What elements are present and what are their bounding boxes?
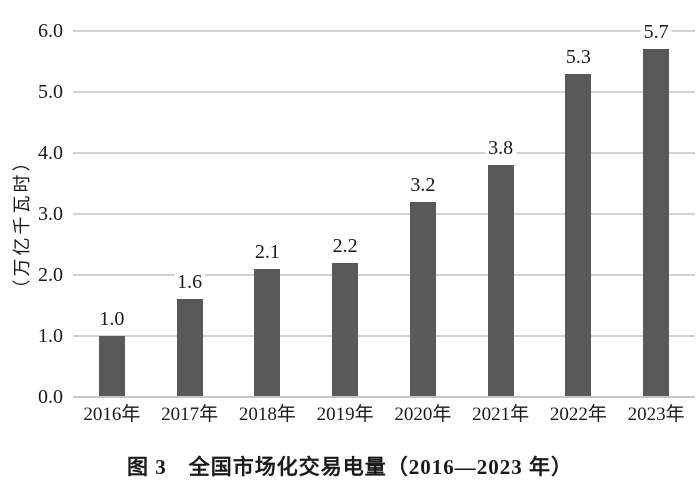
gridline bbox=[73, 274, 695, 276]
bar-2019年 bbox=[332, 262, 359, 397]
y-tick-label: 1.0 bbox=[38, 325, 63, 347]
figure-caption: 图 3 全国市场化交易电量（2016—2023 年） bbox=[127, 455, 573, 479]
gridline bbox=[73, 91, 695, 93]
bar-slot: 3.8 2021年 bbox=[462, 31, 540, 425]
bar-value-label: 5.3 bbox=[562, 45, 594, 68]
bar-value-label: 2.2 bbox=[329, 234, 361, 257]
bar-2018年 bbox=[254, 268, 281, 397]
gridline bbox=[73, 335, 695, 337]
x-tick-label: 2017年 bbox=[161, 404, 219, 425]
y-tick-label: 5.0 bbox=[38, 81, 63, 103]
gridline bbox=[73, 152, 695, 154]
y-tick-label: 6.0 bbox=[38, 20, 63, 42]
bar-slot: 1.0 2016年 bbox=[73, 31, 151, 425]
x-tick-label: 2022年 bbox=[549, 404, 607, 425]
x-tick-label: 2016年 bbox=[83, 404, 141, 425]
plot-area: 1.0 2016年 1.6 2017年 2.1 2018年 2.2 2019年 3.2 2020年… bbox=[73, 21, 695, 425]
x-tick-label: 2018年 bbox=[238, 404, 296, 425]
bar-value-label: 1.0 bbox=[96, 308, 128, 330]
bars-container: 1.0 2016年 1.6 2017年 2.1 2018年 2.2 2019年 3.2 2020年… bbox=[73, 21, 695, 425]
gridline bbox=[73, 213, 695, 215]
bar-slot: 3.2 2020年 bbox=[384, 31, 462, 425]
y-tick-label: 2.0 bbox=[38, 264, 63, 286]
bar-value-label: 1.6 bbox=[174, 271, 206, 294]
x-tick-label: 2021年 bbox=[472, 404, 530, 425]
x-axis-line bbox=[73, 396, 695, 398]
bar-slot: 5.7 2023年 bbox=[617, 21, 695, 425]
bar-slot: 1.6 2017年 bbox=[151, 31, 229, 425]
bar-2020年 bbox=[409, 201, 436, 397]
bar-2023年 bbox=[643, 49, 670, 397]
bar-value-label: 3.2 bbox=[407, 173, 439, 196]
bar-2017年 bbox=[176, 299, 203, 397]
y-tick-label: 3.0 bbox=[38, 203, 63, 225]
bar-slot: 5.3 2022年 bbox=[540, 31, 618, 425]
x-tick-label: 2020年 bbox=[394, 404, 452, 425]
y-tick-label: 0.0 bbox=[38, 386, 63, 408]
x-tick-label: 2019年 bbox=[316, 404, 374, 425]
bar-2016年 bbox=[98, 336, 125, 397]
bar-value-label: 3.8 bbox=[485, 137, 517, 160]
bar-value-label: 2.1 bbox=[251, 240, 283, 263]
bar-2022年 bbox=[565, 73, 592, 397]
bar-slot: 2.1 2018年 bbox=[229, 31, 307, 425]
bar-2021年 bbox=[487, 165, 514, 397]
gridline bbox=[73, 30, 695, 32]
bar-slot: 2.2 2019年 bbox=[306, 31, 384, 425]
bar-value-label: 5.7 bbox=[640, 21, 672, 44]
x-tick-label: 2023年 bbox=[627, 404, 685, 425]
y-tick-label: 4.0 bbox=[38, 142, 63, 164]
